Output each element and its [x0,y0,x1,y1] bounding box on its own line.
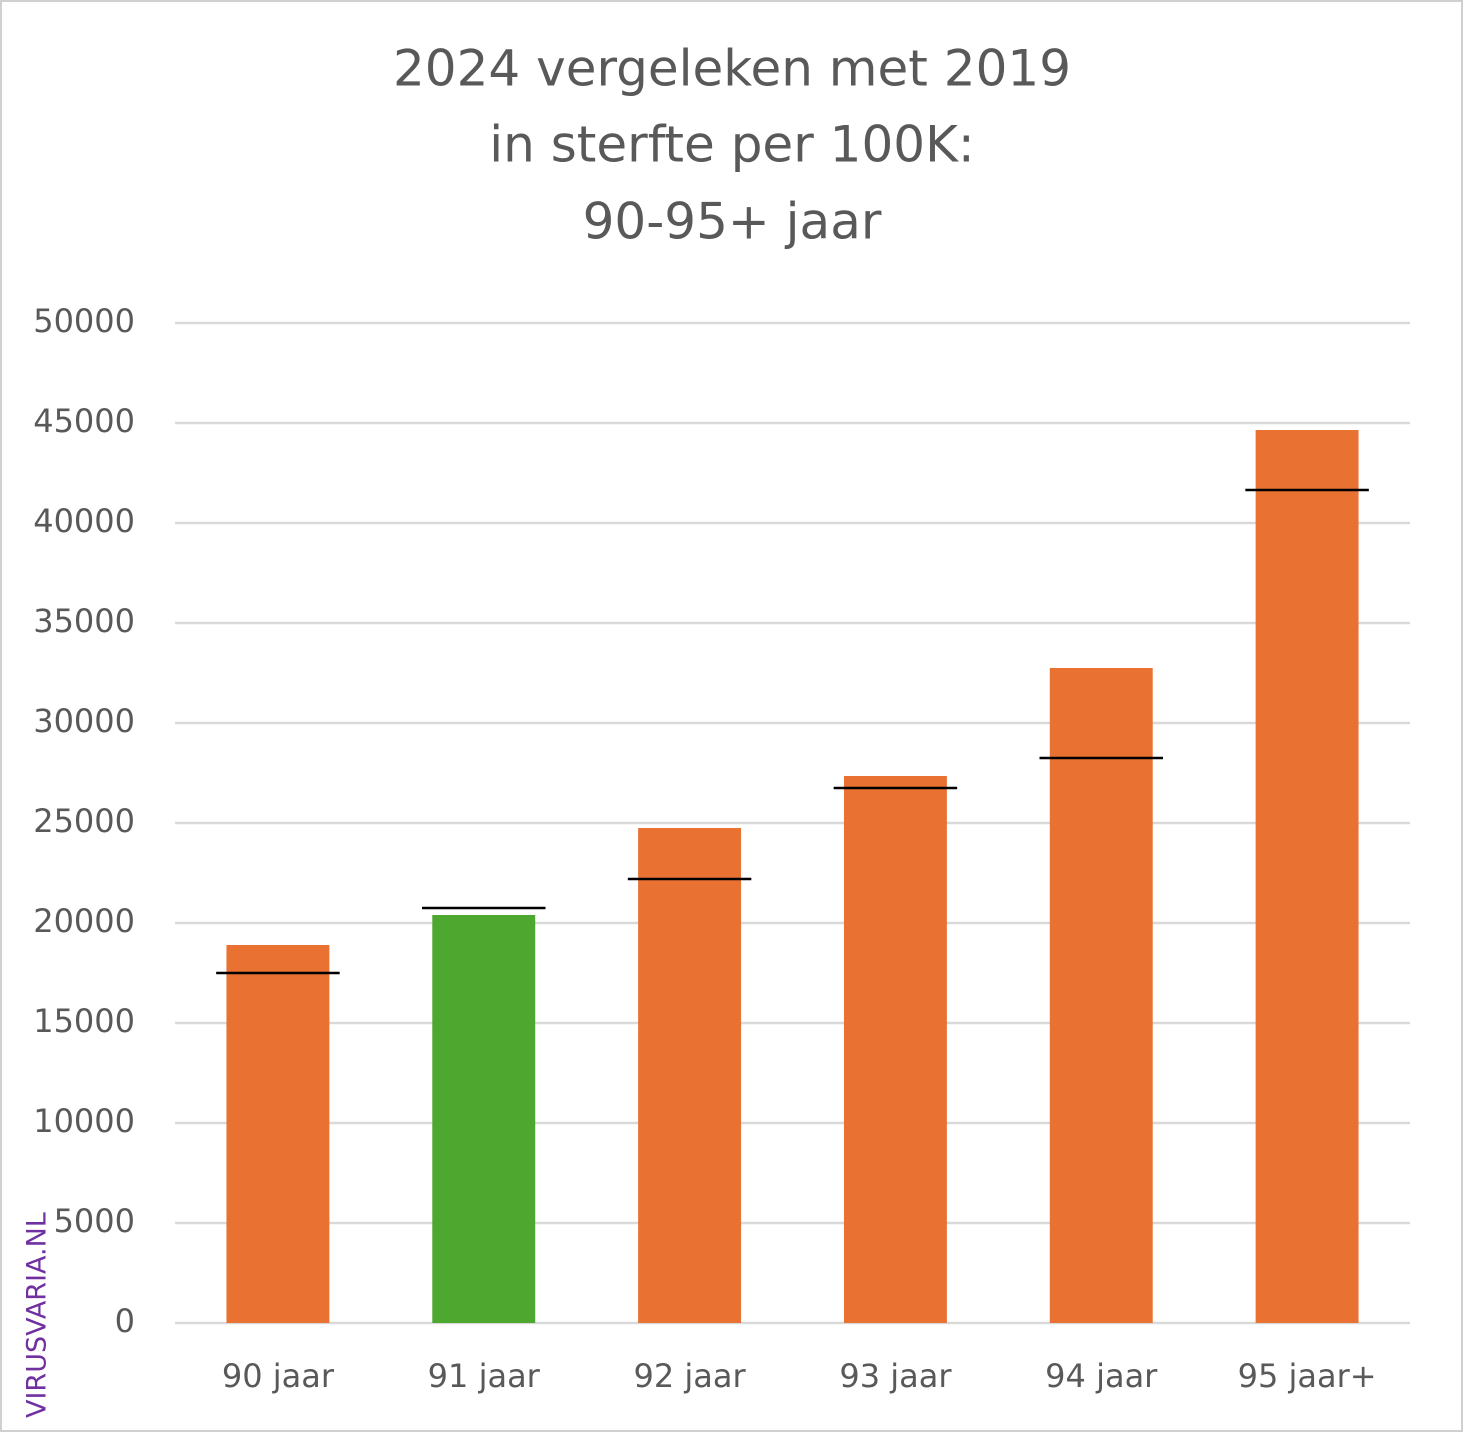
chart-title: 90-95+ jaar [583,193,882,251]
y-tick-label: 50000 [33,302,135,340]
bar [843,776,947,1323]
y-tick-label: 5000 [54,1202,135,1240]
watermark: VIRUSVARIA.NL [22,1212,53,1418]
y-tick-label: 10000 [33,1102,135,1140]
y-tick-label: 15000 [33,1002,135,1040]
x-tick-label: 92 jaar [634,1357,747,1395]
y-tick-label: 20000 [33,902,135,940]
x-tick-label: 91 jaar [428,1357,541,1395]
x-tick-label: 95 jaar+ [1238,1357,1377,1395]
bar [1049,668,1153,1323]
chart-title: in sterfte per 100K: [489,116,974,174]
y-tick-label: 30000 [33,702,135,740]
y-tick-label: 25000 [33,802,135,840]
bar [226,945,330,1323]
y-tick-label: 45000 [33,402,135,440]
bar [1255,430,1359,1323]
x-tick-label: 90 jaar [222,1357,335,1395]
x-tick-label: 94 jaar [1045,1357,1158,1395]
y-tick-label: 0 [115,1302,135,1340]
chart-title: 2024 vergeleken met 2019 [393,40,1071,98]
bar [638,828,742,1323]
x-tick-label: 93 jaar [839,1357,952,1395]
y-tick-label: 35000 [33,602,135,640]
y-tick-label: 40000 [33,502,135,540]
bar [432,915,536,1323]
